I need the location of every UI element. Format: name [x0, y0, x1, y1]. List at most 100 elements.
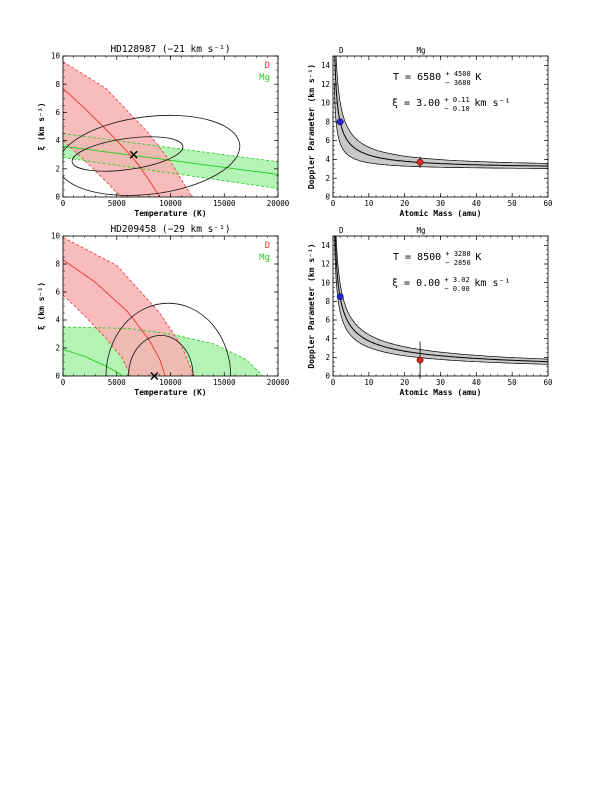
annotation-xi-minus: − 0.00	[444, 285, 469, 293]
y-tick-label: 14	[321, 61, 331, 70]
top-label-mg: Mg	[417, 46, 426, 55]
y-tick-label: 0	[325, 372, 330, 381]
x-axis-label: Temperature (K)	[134, 388, 206, 397]
x-axis-label: Atomic Mass (amu)	[400, 387, 482, 397]
annotation-temperature: T = 8500	[393, 252, 441, 263]
d-center-line	[63, 88, 161, 197]
y-axis-label: ξ (km s⁻¹)	[37, 102, 46, 150]
legend-mg: Mg	[259, 73, 270, 83]
top-label-mg: Mg	[417, 226, 426, 235]
x-tick-label: 15000	[213, 378, 236, 387]
y-tick-label: 0	[325, 193, 330, 202]
annotation-xi: ξ = 0.00	[392, 278, 440, 289]
x-tick-label: 20000	[267, 199, 290, 208]
y-tick-label: 8	[55, 260, 60, 269]
y-tick-label: 2	[55, 344, 60, 353]
confidence-contour	[71, 136, 184, 172]
y-tick-label: 4	[55, 136, 60, 145]
panel-temperature-xi-0: 0 5000 10000 15000 20000 0 2 4 6 8 10 Temperature (…	[37, 44, 290, 218]
y-tick-label: 14	[321, 241, 331, 250]
x-tick-label: 30	[436, 199, 446, 208]
x-tick-label: 10	[364, 199, 374, 208]
data-point-mg	[416, 356, 424, 364]
d-confidence-band	[63, 237, 195, 376]
y-axis-label: ξ (km s⁻¹)	[37, 282, 46, 330]
annotation-temperature-minus: − 2850	[445, 259, 470, 267]
annotation-temperature-minus: − 3680	[445, 79, 470, 87]
x-tick-label: 40	[472, 378, 482, 387]
annotation-xi-minus: − 0.10	[444, 105, 469, 113]
mg-upper-bound	[63, 133, 278, 163]
x-tick-label: 60	[543, 199, 553, 208]
y-axis-label: Doppler Parameter (km s⁻¹)	[307, 243, 316, 368]
confidence-contour	[63, 114, 241, 196]
top-label-d: D	[339, 46, 344, 55]
annotation-temperature-plus: + 3280	[445, 250, 470, 258]
panel-doppler-3: 0 10 20 30 40 50 60 0 2 4 6 8 10 12 14 Atomic Mass (amu…	[307, 226, 553, 397]
annotation-xi-plus: + 3.02	[444, 276, 469, 284]
y-tick-label: 12	[321, 80, 330, 89]
x-tick-label: 50	[508, 199, 518, 208]
chart-title: HD128987 (−21 km s⁻¹)	[110, 44, 230, 55]
y-tick-label: 12	[321, 260, 330, 269]
legend-d: D	[265, 241, 270, 251]
x-axis-label: Temperature (K)	[134, 209, 206, 218]
plot-area	[333, 56, 548, 169]
y-tick-label: 4	[325, 155, 330, 164]
mg-lower-bound	[63, 157, 278, 189]
annotation-temperature: T = 6580	[393, 72, 441, 83]
model-lower-line	[334, 236, 548, 365]
x-tick-label: 0	[331, 199, 336, 208]
best-fit-cross	[129, 150, 138, 159]
mg-upper-bound	[63, 326, 264, 376]
x-tick-label: 0	[61, 199, 66, 208]
confidence-contour	[105, 302, 232, 376]
best-fit-marker	[129, 150, 138, 159]
y-tick-label: 6	[325, 136, 330, 145]
x-tick-label: 20	[400, 378, 410, 387]
x-tick-label: 60	[543, 378, 553, 387]
y-tick-label: 2	[55, 164, 60, 173]
x-tick-label: 20000	[267, 378, 290, 387]
legend-d: D	[265, 61, 270, 71]
annotation-temperature-unit: K	[475, 72, 481, 83]
y-tick-label: 10	[51, 232, 61, 241]
x-tick-label: 40	[472, 199, 482, 208]
data-point-mg	[416, 158, 424, 166]
annotation-temperature-plus: + 4500	[445, 70, 470, 78]
d-confidence-band	[63, 61, 192, 197]
plot-area	[63, 237, 264, 376]
panel-doppler-1: 0 10 20 30 40 50 60 0 2 4 6 8 10 12 14 Atomic Mass (amu…	[307, 46, 553, 218]
mg-center-line	[63, 145, 278, 175]
plot-area	[63, 61, 278, 197]
annotation-xi: ξ = 3.00	[392, 98, 440, 109]
y-tick-label: 8	[325, 297, 330, 306]
x-tick-label: 5000	[108, 199, 127, 208]
y-tick-label: 2	[325, 353, 330, 362]
y-tick-label: 0	[55, 372, 60, 381]
model-upper-line	[335, 236, 548, 360]
x-tick-label: 30	[436, 378, 446, 387]
data-point-d	[336, 118, 344, 126]
d-lower-bound	[63, 140, 123, 197]
y-tick-label: 6	[325, 316, 330, 325]
model-uncertainty-band	[334, 56, 548, 169]
plot-area	[334, 236, 548, 365]
y-tick-label: 8	[325, 117, 330, 126]
d-lower-bound	[63, 294, 132, 376]
top-label-d: D	[339, 226, 344, 235]
y-tick-label: 10	[51, 52, 61, 61]
data-point-d	[336, 293, 344, 301]
y-tick-label: 6	[55, 288, 60, 297]
y-tick-label: 2	[325, 174, 330, 183]
x-tick-label: 10	[364, 378, 374, 387]
y-tick-label: 0	[55, 193, 60, 202]
x-tick-label: 0	[61, 378, 66, 387]
model-lower-line	[333, 83, 548, 169]
d-upper-bound	[63, 237, 195, 376]
y-tick-label: 10	[321, 99, 331, 108]
model-best-fit-line	[334, 236, 548, 363]
legend-mg: Mg	[259, 253, 270, 263]
x-tick-label: 10000	[159, 199, 182, 208]
y-tick-label: 6	[55, 108, 60, 117]
